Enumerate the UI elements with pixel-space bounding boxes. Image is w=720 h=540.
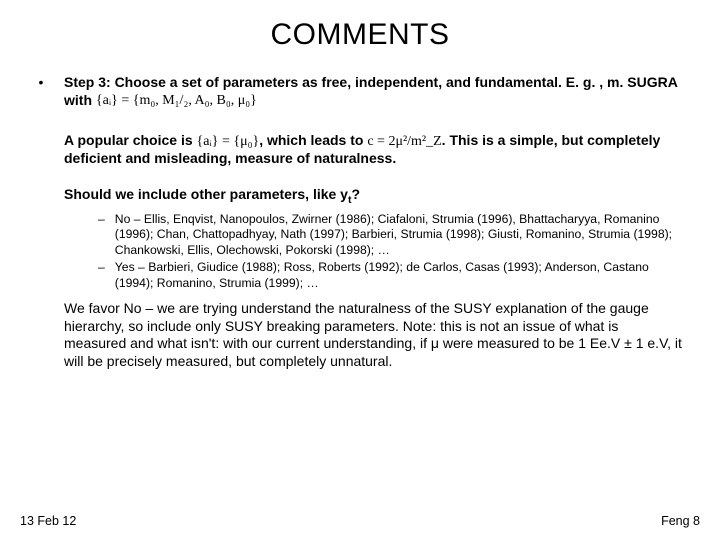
sub-list: – No – Ellis, Enqvist, Nanopoulos, Zwirn… xyxy=(98,212,684,292)
dash-mark: – xyxy=(98,260,105,291)
slide-title: COMMENTS xyxy=(36,18,684,52)
step3-text: Step 3: Choose a set of parameters as fr… xyxy=(64,74,684,110)
final-paragraph: We favor No – we are trying understand t… xyxy=(64,300,684,372)
popular-b: , which leads to xyxy=(259,132,367,148)
sub-no-text: No – Ellis, Enqvist, Nanopoulos, Zwirner… xyxy=(115,212,684,259)
popular-choice-text: A popular choice is {aᵢ} = {μ₀}, which l… xyxy=(64,132,684,168)
sub-yes-text: Yes – Barbieri, Giudice (1988); Ross, Ro… xyxy=(115,260,684,291)
formula-choice: {aᵢ} = {μ₀} xyxy=(197,133,260,151)
bullet-content: Step 3: Choose a set of parameters as fr… xyxy=(64,74,684,294)
footer-page: Feng 8 xyxy=(661,514,700,528)
should-include-text: Should we include other parameters, like… xyxy=(64,186,684,207)
sub-item-no: – No – Ellis, Enqvist, Nanopoulos, Zwirn… xyxy=(98,212,684,259)
popular-a: A popular choice is xyxy=(64,132,197,148)
footer-date: 13 Feb 12 xyxy=(20,514,76,528)
footer: 13 Feb 12 Feng 8 xyxy=(20,514,700,528)
should-a: Should we include other parameters, like… xyxy=(64,186,348,202)
bullet-item: • Step 3: Choose a set of parameters as … xyxy=(36,74,684,294)
dash-mark: – xyxy=(98,212,105,259)
should-b: ? xyxy=(351,186,360,202)
slide: COMMENTS • Step 3: Choose a set of param… xyxy=(0,0,720,540)
slide-body: • Step 3: Choose a set of parameters as … xyxy=(36,74,684,371)
sub-item-yes: – Yes – Barbieri, Giudice (1988); Ross, … xyxy=(98,260,684,291)
formula-c: c = 2μ²/m²_Z xyxy=(367,133,441,151)
bullet-mark: • xyxy=(36,74,46,294)
formula-params: {aᵢ} = {m₀, M₁/₂, A₀, B₀, μ₀} xyxy=(96,92,257,110)
